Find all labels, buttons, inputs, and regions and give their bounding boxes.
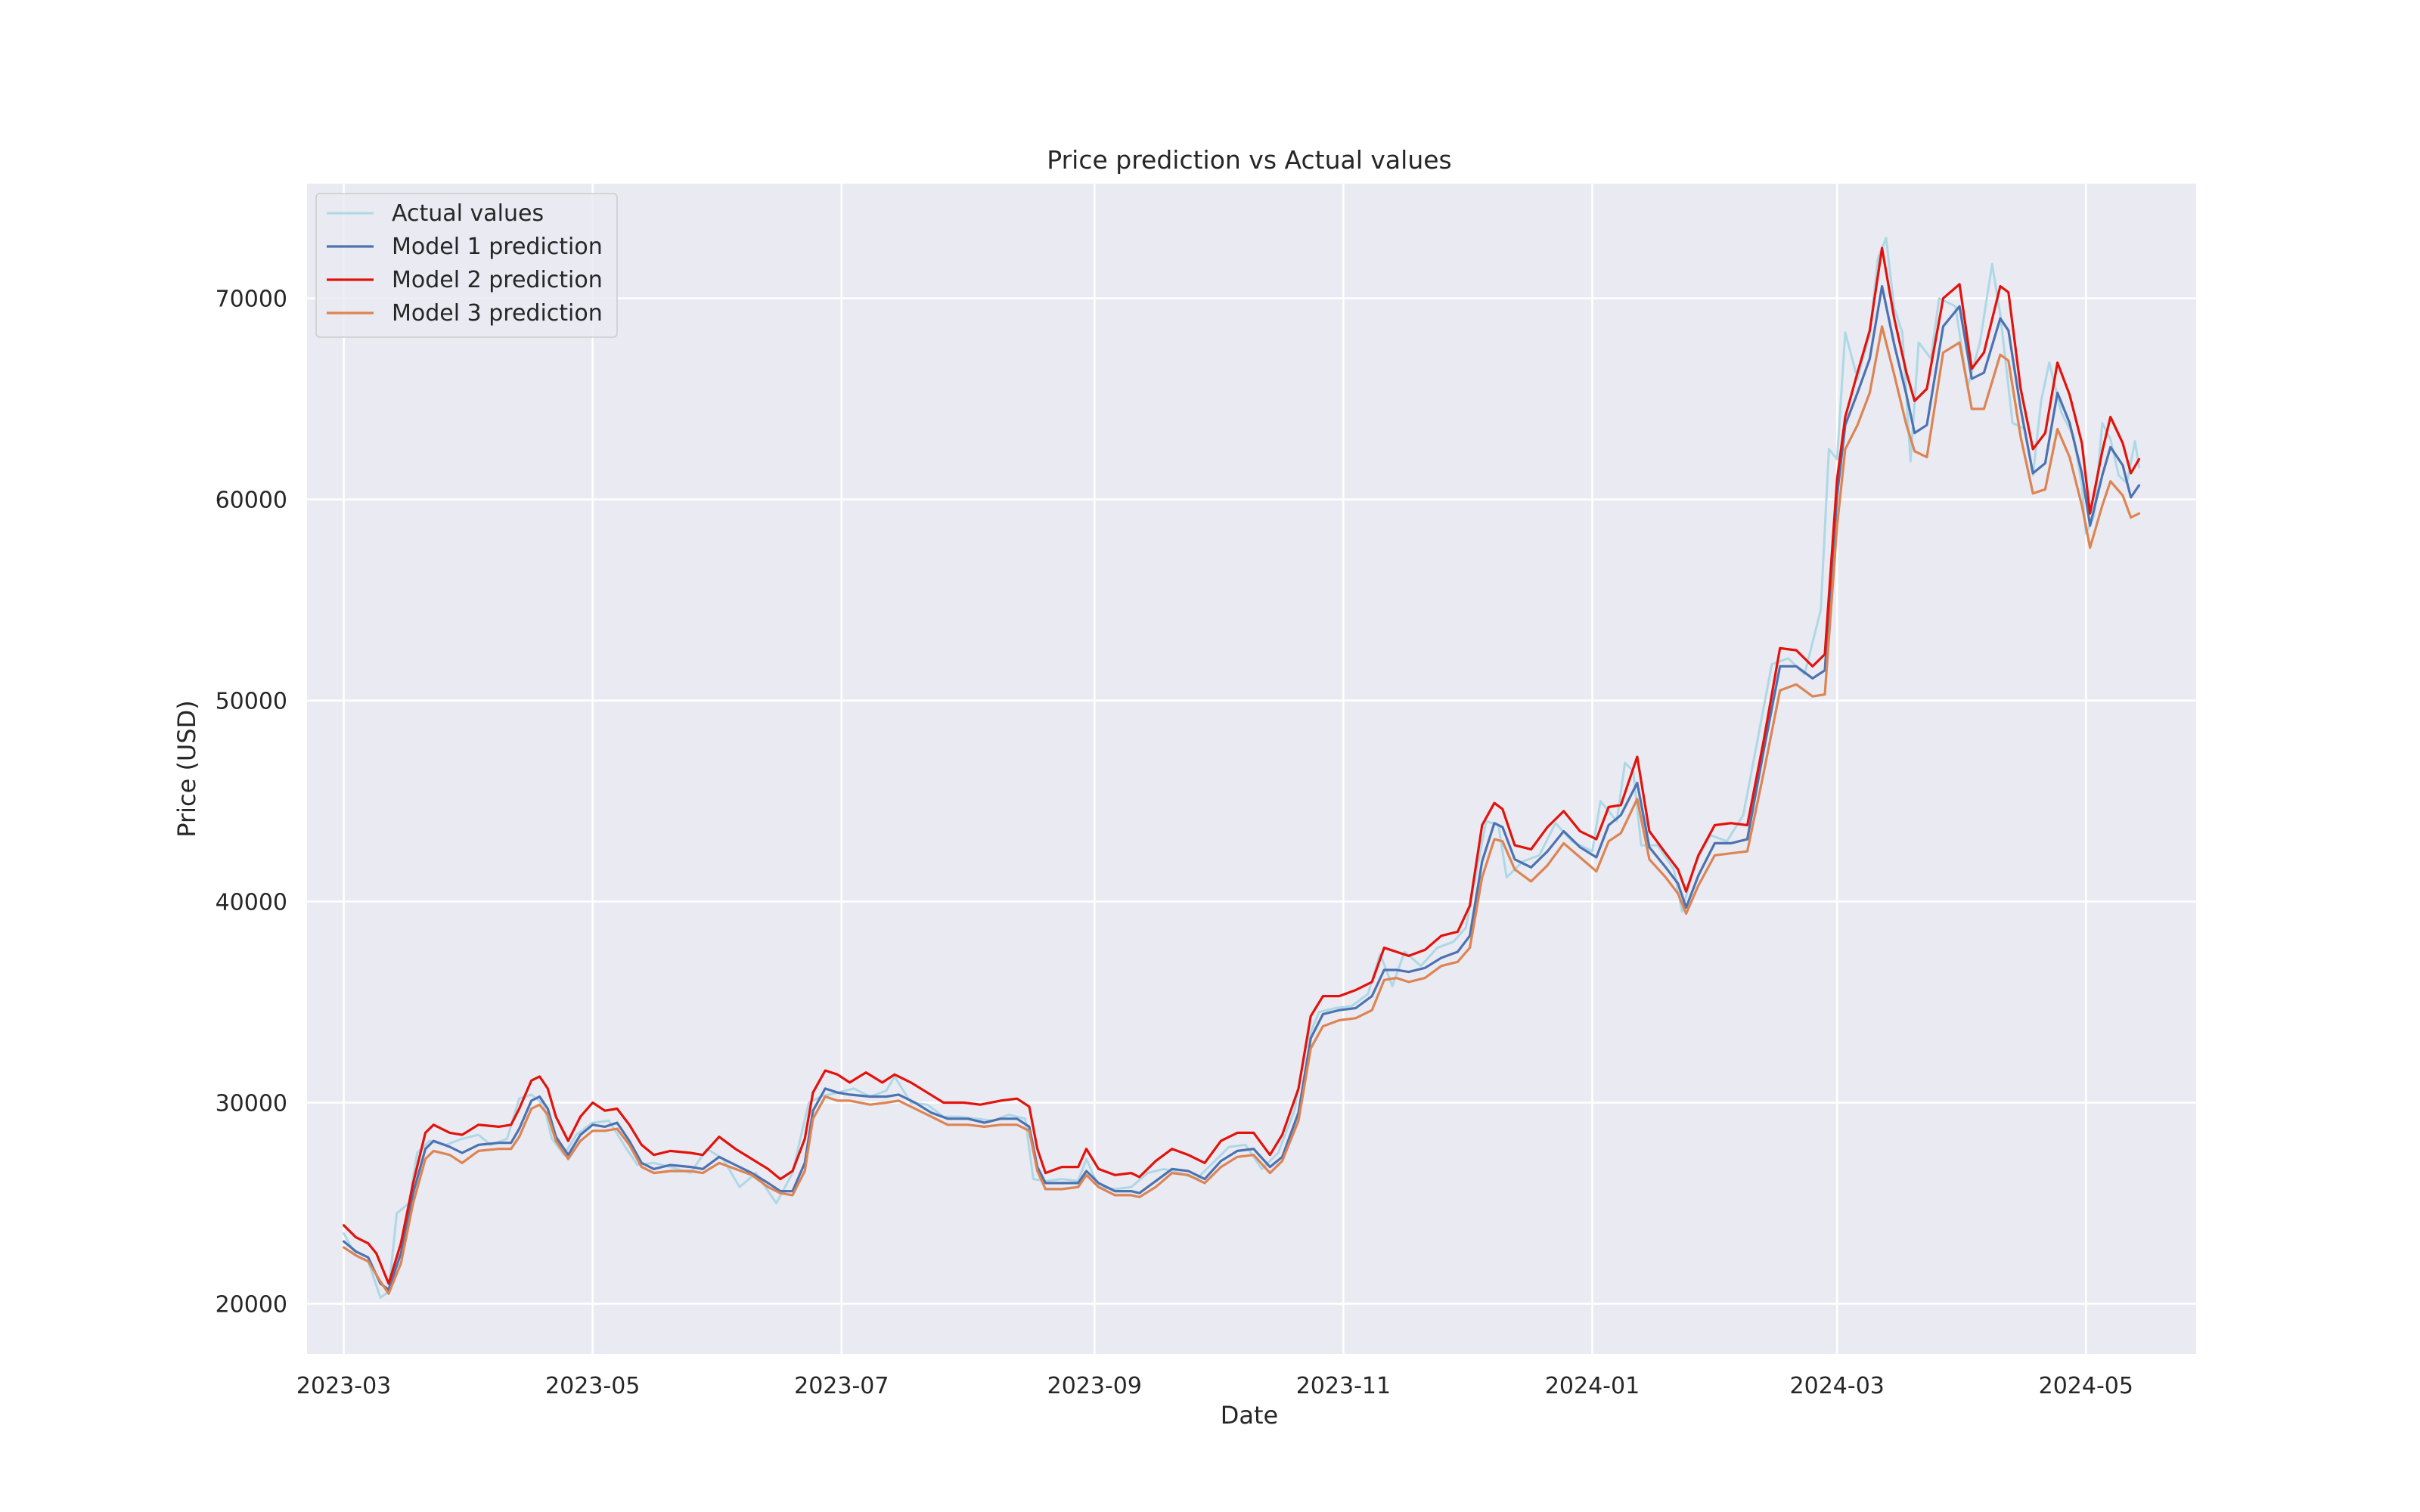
y-tick-label: 60000 [216, 488, 287, 514]
series-line-4 [343, 325, 2141, 1295]
x-tick-label: 2023-03 [296, 1373, 391, 1399]
y-tick-label: 30000 [216, 1091, 287, 1117]
series-line-2 [343, 285, 2141, 1291]
legend-label: Actual values [392, 200, 544, 227]
x-axis-ticks: 2023-03 2023-05 2023-07 2023-09 2023-11 2024-… [296, 1373, 2133, 1399]
legend-label: Model 1 prediction [392, 234, 603, 260]
grid [307, 184, 2196, 1354]
y-tick-label: 20000 [216, 1292, 287, 1318]
legend-label: Model 3 prediction [392, 300, 603, 327]
y-tick-label: 70000 [216, 287, 287, 313]
legend: Actual values Model 1 prediction Model 2 p… [315, 193, 618, 338]
x-tick-label: 2023-11 [1296, 1373, 1391, 1399]
x-tick-label: 2023-05 [545, 1373, 640, 1399]
series-line-1 [343, 237, 2140, 1299]
x-axis-title: Date [1221, 1401, 1278, 1430]
series-line-3 [343, 246, 2141, 1285]
y-axis-title: Price (USD) [172, 700, 201, 838]
x-tick-label: 2024-05 [2039, 1373, 2133, 1399]
plot-area [307, 184, 2196, 1354]
y-axis-ticks: 20000 30000 40000 50000 60000 70000 [216, 287, 287, 1318]
legend-frame [315, 193, 618, 338]
x-tick-label: 2023-09 [1047, 1373, 1142, 1399]
y-tick-label: 50000 [216, 689, 287, 715]
x-tick-label: 2024-03 [1790, 1373, 1885, 1399]
x-tick-label: 2023-07 [794, 1373, 889, 1399]
legend-label: Model 2 prediction [392, 267, 603, 293]
x-tick-label: 2024-01 [1545, 1373, 1640, 1399]
chart-title: Price prediction vs Actual values [1047, 145, 1451, 175]
series-layer [343, 237, 2141, 1299]
y-tick-label: 40000 [216, 890, 287, 916]
